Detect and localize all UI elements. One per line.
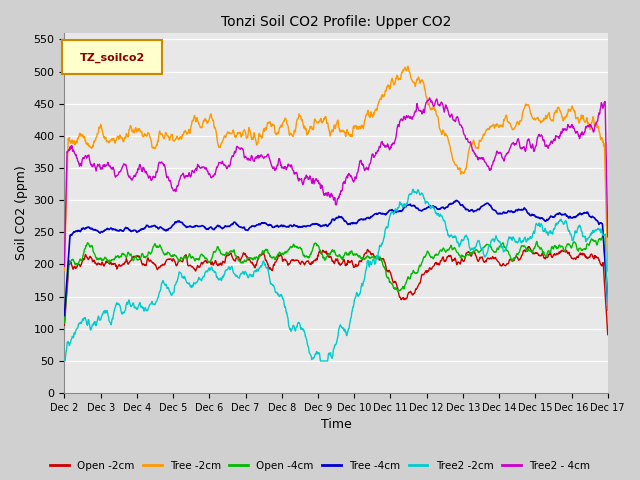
Title: Tonzi Soil CO2 Profile: Upper CO2: Tonzi Soil CO2 Profile: Upper CO2	[221, 15, 451, 29]
Legend: Open -2cm, Tree -2cm, Open -4cm, Tree -4cm, Tree2 -2cm, Tree2 - 4cm: Open -2cm, Tree -2cm, Open -4cm, Tree -4…	[46, 456, 594, 475]
FancyBboxPatch shape	[61, 40, 162, 74]
Y-axis label: Soil CO2 (ppm): Soil CO2 (ppm)	[15, 166, 28, 261]
X-axis label: Time: Time	[321, 419, 351, 432]
Text: TZ_soilco2: TZ_soilco2	[79, 52, 145, 62]
